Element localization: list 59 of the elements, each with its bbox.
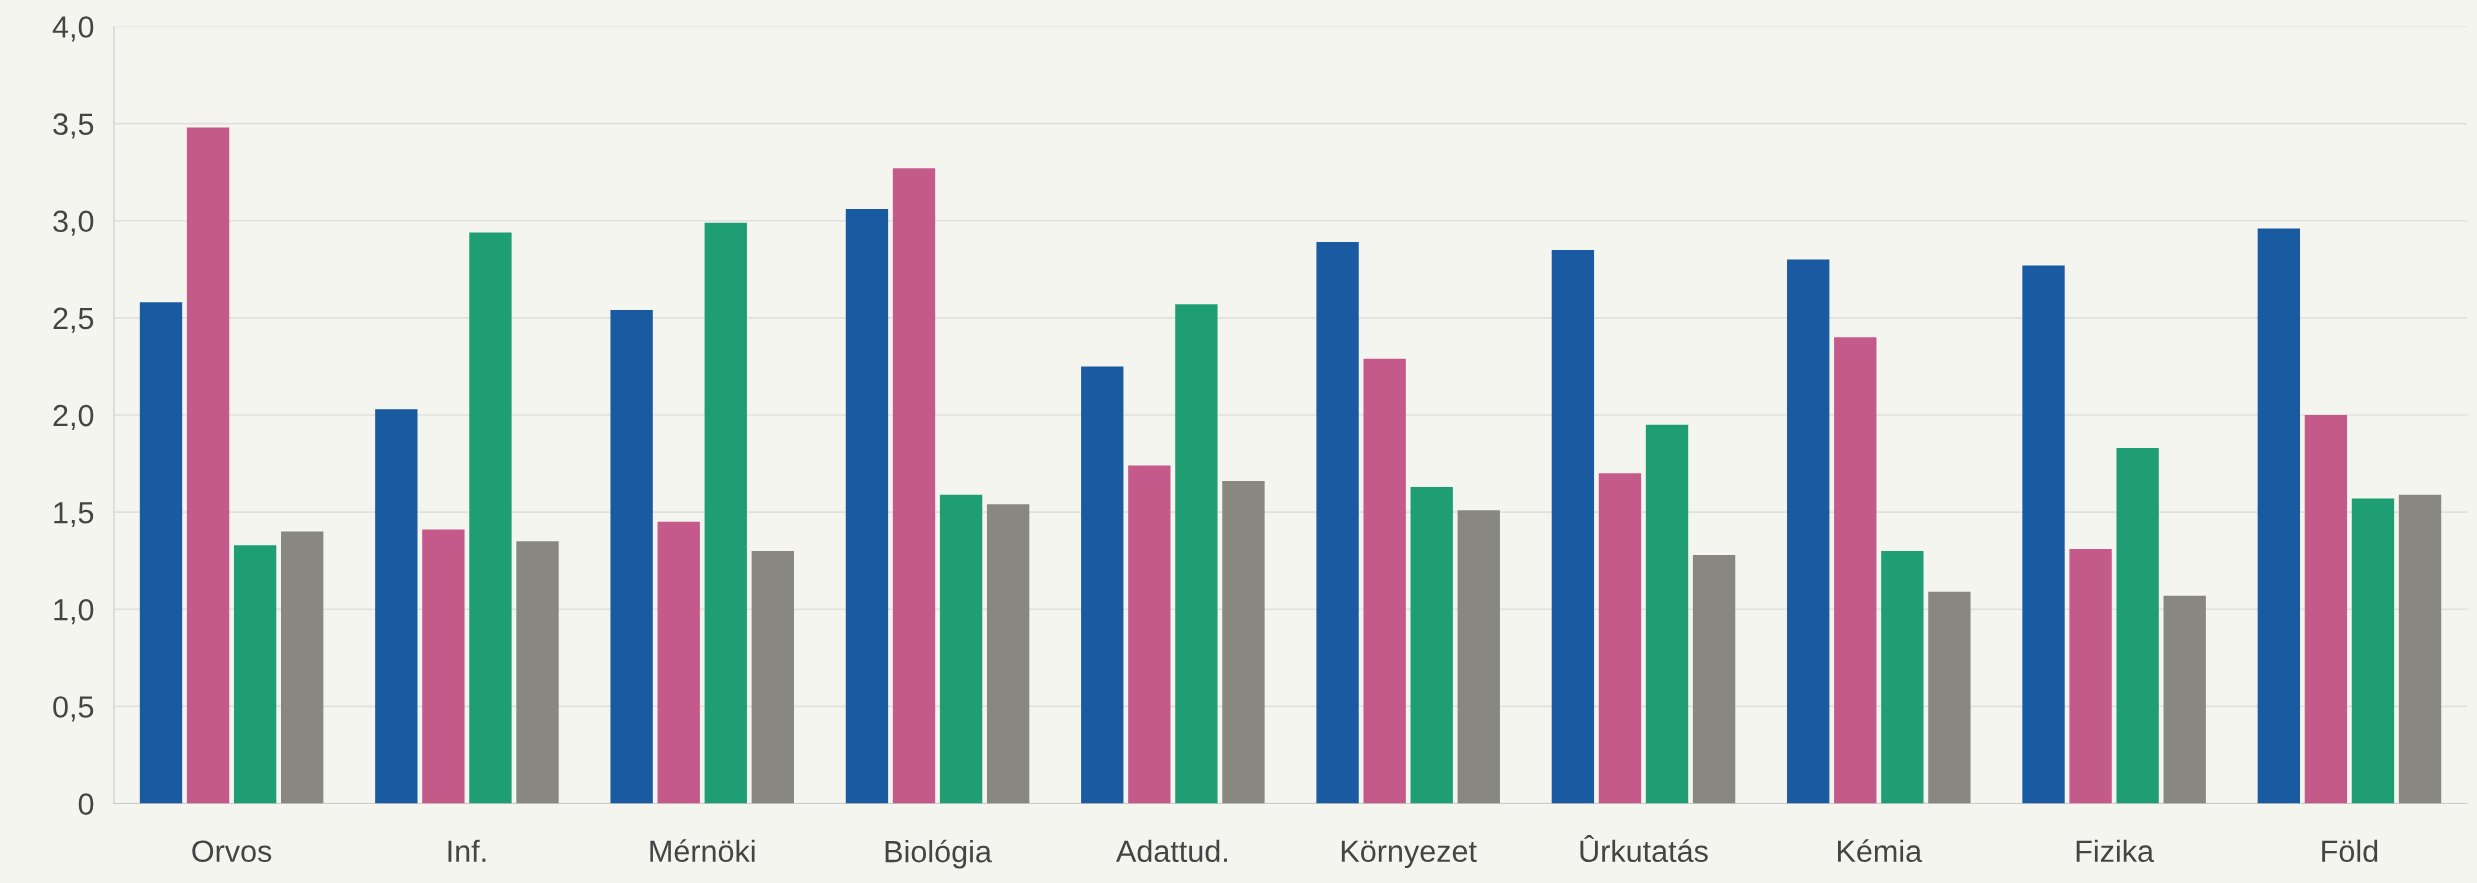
bar xyxy=(1128,465,1171,804)
bar xyxy=(281,531,324,804)
x-tick-label: Biológia xyxy=(885,839,992,869)
bar xyxy=(2069,549,2112,804)
bar xyxy=(422,529,465,804)
bar xyxy=(2304,415,2348,804)
bar xyxy=(1457,510,1500,804)
y-tick-label: 3,0 xyxy=(53,210,94,236)
bar xyxy=(1834,337,1877,804)
bar xyxy=(1551,249,1595,804)
y-tick-label: 0,5 xyxy=(53,696,94,722)
bar xyxy=(1598,473,1642,804)
bar xyxy=(139,302,183,804)
y-tick-label: 2,0 xyxy=(53,404,94,430)
x-tick-label: Ûrkutatás xyxy=(1580,835,1708,863)
bar xyxy=(516,541,559,804)
bar xyxy=(2398,494,2442,804)
y-tick-label: 1,0 xyxy=(54,599,94,625)
bar xyxy=(186,127,230,804)
x-tick-label: Mérnöki xyxy=(650,839,755,863)
y-tick-label: 0 xyxy=(78,793,94,815)
y-tick-label: 4,0 xyxy=(52,16,94,42)
y-tick-label: 1,5 xyxy=(54,502,94,528)
bar xyxy=(1081,366,1124,804)
bar xyxy=(1881,550,1924,804)
bar xyxy=(939,494,983,804)
bar xyxy=(751,550,794,804)
bar xyxy=(1363,358,1406,804)
bar xyxy=(1645,424,1689,804)
bar xyxy=(610,310,653,804)
bar xyxy=(1175,304,1218,804)
bar xyxy=(1316,242,1359,804)
bar xyxy=(704,222,747,804)
x-tick-label: Adattud. xyxy=(1116,839,1227,863)
x-tick-label: Fizika xyxy=(2076,839,2155,863)
bar xyxy=(375,409,418,804)
bar xyxy=(2163,595,2206,804)
bar xyxy=(845,209,889,804)
bar xyxy=(657,521,700,804)
bar xyxy=(1222,481,1265,804)
x-tick-label: Orvos xyxy=(192,840,272,863)
bar xyxy=(233,545,277,804)
y-tick-label: 2,5 xyxy=(53,307,94,333)
bar xyxy=(1928,591,1971,804)
bar xyxy=(2257,228,2301,804)
x-tick-label: Inf. xyxy=(448,839,486,862)
bar xyxy=(1787,259,1830,804)
bar xyxy=(469,232,512,804)
x-tick-label: Környezet xyxy=(1341,840,1477,869)
bar xyxy=(892,168,936,804)
bar xyxy=(2022,265,2065,804)
y-tick-label: 3,5 xyxy=(53,113,94,139)
x-tick-label: Kémia xyxy=(1838,839,1923,863)
bar xyxy=(1692,554,1736,804)
bar xyxy=(2116,448,2159,804)
x-tick-label: Föld xyxy=(2322,839,2378,863)
bar xyxy=(2351,498,2395,804)
bar xyxy=(1410,486,1453,804)
bar xyxy=(986,504,1030,804)
